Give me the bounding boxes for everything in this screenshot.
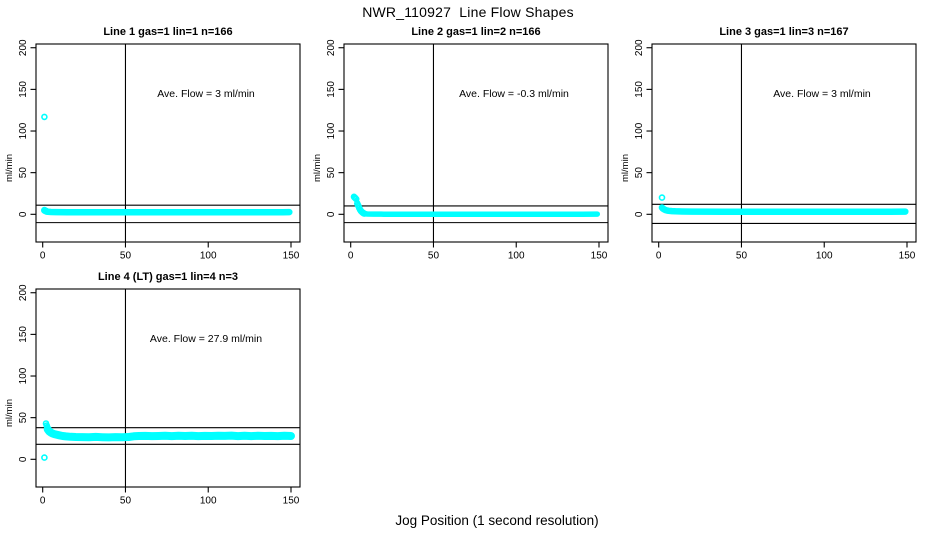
x-tick-label: 150 bbox=[899, 251, 916, 262]
x-tick-label: 0 bbox=[40, 496, 46, 507]
x-tick-label: 150 bbox=[591, 251, 608, 262]
flow-data-point bbox=[360, 210, 368, 217]
panel-title: Line 4 (LT) gas=1 lin=4 n=3 bbox=[98, 271, 238, 283]
panel-line-1: 0 50 100 150 0 50 100 150 200 ml/min Line 1 gas=1 … bbox=[4, 26, 301, 262]
y-tick-label: 50 bbox=[18, 167, 29, 179]
y-tick-label: 100 bbox=[634, 122, 645, 139]
plot-box bbox=[35, 288, 301, 488]
x-tick-label: 100 bbox=[200, 496, 217, 507]
x-tick-label: 50 bbox=[120, 251, 132, 262]
y-tick-label: 150 bbox=[18, 326, 29, 343]
panel-title: Line 2 gas=1 lin=2 n=166 bbox=[411, 26, 540, 38]
y-tick-label: 150 bbox=[326, 81, 337, 98]
flow-data-band bbox=[43, 425, 295, 442]
x-axis-label: Jog Position (1 second resolution) bbox=[395, 513, 599, 528]
y-tick-label: 150 bbox=[634, 81, 645, 98]
y-tick-label: 100 bbox=[326, 122, 337, 139]
x-tick-label: 100 bbox=[200, 251, 217, 262]
panel-line-2: 0 50 100 150 0 50 100 150 200 ml/min Line 2 gas=1 … bbox=[312, 26, 609, 262]
plot-box bbox=[35, 43, 301, 243]
y-tick-label: 150 bbox=[18, 81, 29, 98]
y-tick-label: 200 bbox=[18, 39, 29, 56]
y-tick-label: 50 bbox=[326, 167, 337, 179]
flow-data-band bbox=[361, 210, 601, 218]
flow-data-point bbox=[42, 207, 50, 215]
ave-flow-annotation: Ave. Flow = 27.9 ml/min bbox=[150, 333, 262, 345]
y-tick-label: 100 bbox=[18, 367, 29, 384]
y-tick-label: 50 bbox=[18, 412, 29, 424]
y-tick-label: 100 bbox=[18, 122, 29, 139]
y-axis-label: ml/min bbox=[4, 154, 15, 182]
plot-box bbox=[343, 43, 609, 243]
x-tick-label: 100 bbox=[508, 251, 525, 262]
plot-box bbox=[651, 43, 917, 243]
ave-flow-annotation: Ave. Flow = -0.3 ml/min bbox=[459, 88, 569, 100]
x-tick-label: 0 bbox=[40, 251, 46, 262]
panel-title: Line 1 gas=1 lin=1 n=166 bbox=[103, 26, 232, 38]
x-tick-label: 0 bbox=[656, 251, 662, 262]
y-tick-label: 0 bbox=[326, 211, 337, 217]
ave-flow-annotation: Ave. Flow = 3 ml/min bbox=[773, 88, 871, 100]
y-axis-label: ml/min bbox=[312, 154, 323, 182]
y-tick-label: 200 bbox=[18, 284, 29, 301]
panel-line-3: 0 50 100 150 0 50 100 150 200 ml/min Line 3 gas=1 … bbox=[620, 26, 917, 262]
x-tick-label: 50 bbox=[736, 251, 748, 262]
x-tick-label: 50 bbox=[428, 251, 440, 262]
flow-data-point bbox=[43, 423, 51, 431]
y-tick-label: 0 bbox=[18, 211, 29, 217]
x-tick-label: 0 bbox=[348, 251, 354, 262]
flow-data-band bbox=[41, 207, 293, 216]
y-tick-label: 200 bbox=[634, 39, 645, 56]
page-title: NWR_110927 Line Flow Shapes bbox=[362, 4, 574, 20]
x-tick-label: 100 bbox=[816, 251, 833, 262]
panel-title: Line 3 gas=1 lin=3 n=167 bbox=[719, 26, 848, 38]
flow-data-point bbox=[41, 113, 48, 121]
panel-line-4: 0 50 100 150 0 50 100 150 200 ml/min Line 4 (LT) g… bbox=[4, 271, 301, 507]
y-tick-label: 0 bbox=[634, 211, 645, 217]
ave-flow-annotation: Ave. Flow = 3 ml/min bbox=[157, 88, 255, 100]
x-tick-label: 50 bbox=[120, 496, 132, 507]
y-tick-label: 0 bbox=[18, 456, 29, 462]
x-tick-label: 150 bbox=[283, 496, 300, 507]
y-tick-label: 50 bbox=[634, 167, 645, 179]
flow-data-point bbox=[658, 194, 666, 201]
y-axis-label: ml/min bbox=[620, 154, 631, 182]
flow-data-point bbox=[661, 206, 668, 213]
flow-data-band bbox=[662, 206, 909, 215]
flow-data-point bbox=[41, 454, 48, 461]
y-axis-label: ml/min bbox=[4, 399, 15, 427]
y-tick-label: 200 bbox=[326, 39, 337, 56]
x-tick-label: 150 bbox=[283, 251, 300, 262]
